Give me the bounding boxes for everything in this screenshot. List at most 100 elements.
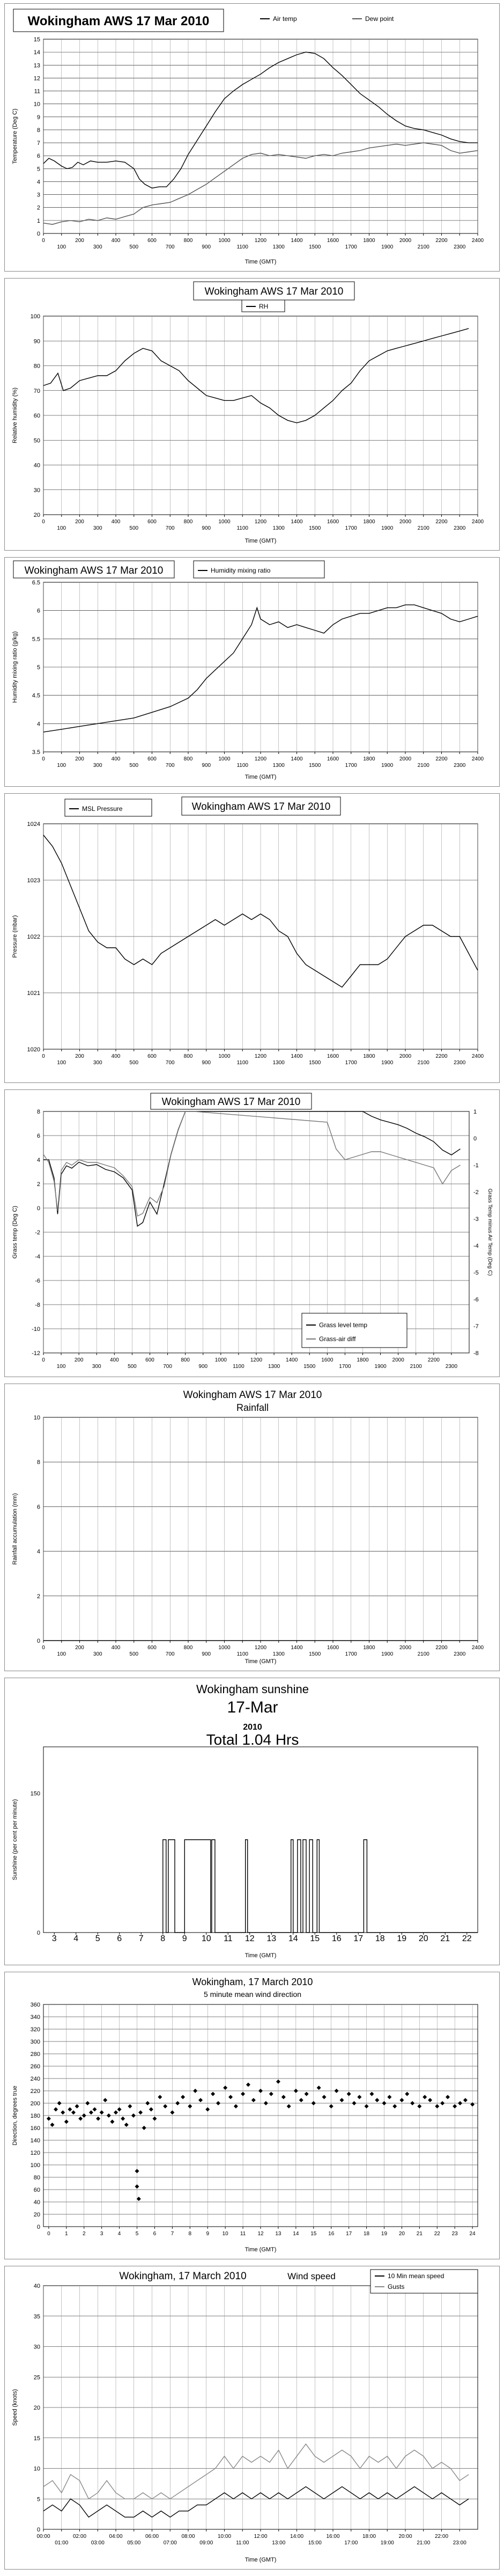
x-tick-label: 16:00	[326, 2534, 339, 2540]
x-tick-label: 10	[202, 1934, 211, 1943]
y-tick-label: 280	[31, 2051, 40, 2058]
x-tick-label: 19:00	[381, 2540, 394, 2546]
data-point	[61, 2110, 65, 2115]
x-tick-label: 17	[346, 2231, 352, 2237]
y-tick-label: 10	[34, 2466, 40, 2472]
y-tick-label: 20	[34, 2212, 40, 2218]
data-point	[198, 2098, 203, 2103]
y-tick-label: 1021	[27, 990, 40, 997]
x-tick-label: 400	[112, 756, 121, 762]
x-tick-label: 800	[184, 1645, 193, 1651]
data-point	[85, 2101, 90, 2105]
series-line	[43, 1111, 461, 1227]
y-right-axis-label: Grass Temp minus Air Temp (Deg C)	[487, 1189, 493, 1276]
x-tick-label: 15	[310, 2231, 317, 2237]
x-tick-label: 3	[52, 1934, 57, 1943]
x-tick-label: 2400	[472, 519, 484, 525]
x-tick-label: 400	[112, 1645, 121, 1651]
x-tick-label: 20:00	[398, 2534, 412, 2540]
y-right-tick-label: -2	[473, 1189, 479, 1196]
chart-panel: 20 30 40 50 60 70 80 90 100 0 100 200 300 400 500 600 70…	[4, 278, 500, 551]
x-tick-label: 1600	[327, 1053, 339, 1059]
y-tick-label: 70	[34, 388, 40, 394]
x-tick-label: 1700	[339, 1364, 351, 1370]
x-tick-label: 1100	[236, 525, 248, 531]
y-tick-label: 90	[34, 338, 40, 345]
data-point	[117, 2107, 122, 2112]
data-point	[68, 2107, 72, 2112]
chart-panel: 1020 1021 1022 1023 1024 0 100 200 300 400 500 600 7…	[4, 793, 500, 1083]
legend-box	[64, 799, 152, 817]
y-tick-label: 40	[34, 2283, 40, 2289]
x-tick-label: 15	[310, 1934, 320, 1943]
x-tick-label: 08:00	[181, 2534, 195, 2540]
series-line	[43, 604, 478, 733]
y-tick-label: 100	[31, 2162, 40, 2169]
x-tick-label: 22	[462, 1934, 472, 1943]
data-point	[92, 2107, 97, 2112]
x-tick-label: 0	[42, 756, 45, 762]
x-tick-label: 1500	[309, 1060, 321, 1066]
x-tick-label: 900	[202, 1060, 211, 1066]
chart-svg: 1020 1021 1022 1023 1024 0 100 200 300 400 500 600 7…	[12, 796, 484, 1066]
y-tick-label: 15	[34, 36, 40, 43]
x-tick-label: 1000	[218, 1053, 231, 1059]
x-tick-label: 1800	[363, 238, 375, 244]
legend-label: Grass level temp	[319, 1321, 367, 1329]
x-tick-label: 200	[75, 1053, 84, 1059]
x-tick-label: 700	[166, 763, 175, 769]
series-line	[43, 2486, 469, 2518]
data-point	[193, 2089, 198, 2093]
y-tick-label: 11	[34, 89, 40, 95]
x-tick-label: 1200	[255, 756, 267, 762]
y-tick-label: 1020	[27, 1046, 40, 1053]
x-tick-label: 2400	[472, 238, 484, 244]
y-tick-label: 0	[37, 1638, 40, 1644]
x-tick-label: 100	[57, 763, 66, 769]
data-point	[99, 2110, 104, 2115]
x-tick-label: 03:00	[91, 2540, 105, 2546]
x-tick-label: 800	[184, 238, 193, 244]
x-tick-label: 1100	[236, 1651, 248, 1657]
y-tick-label: 25	[34, 2374, 40, 2381]
y-tick-label: 220	[31, 2088, 40, 2095]
title-box	[150, 1093, 312, 1110]
y-tick-label: -2	[35, 1230, 40, 1236]
x-tick-label: 200	[75, 756, 84, 762]
y-tick-label: 6	[37, 153, 40, 159]
y-tick-label: 320	[31, 2026, 40, 2033]
chart-svg: 0 5 10 15 20 25 30 35 40 00:00 01:00 02:00 03:00 04:0…	[12, 2269, 478, 2563]
y-right-tick-label: -4	[473, 1243, 479, 1249]
x-tick-label: 4	[118, 2231, 121, 2237]
x-tick-label: 200	[75, 519, 84, 525]
x-tick-label: 2000	[399, 238, 412, 244]
x-tick-label: 2100	[418, 525, 430, 531]
x-tick-label: 11:00	[236, 2540, 249, 2546]
y-tick-label: 20	[34, 512, 40, 518]
data-point	[382, 2101, 387, 2105]
chart-svg: 0246810010020030040050060070080090010001…	[12, 1389, 484, 1665]
y-tick-label: 5	[37, 166, 40, 172]
y-tick-label: 7	[37, 140, 40, 147]
data-point	[435, 2104, 440, 2109]
legend-label: RH	[259, 303, 268, 310]
y-right-tick-label: -1	[473, 1162, 479, 1169]
x-tick-label: 2400	[472, 1645, 484, 1651]
chart-svg: 0204060801001201401601802002202402602803…	[12, 1977, 478, 2253]
x-tick-label: 1200	[250, 1357, 263, 1363]
series-line	[43, 835, 478, 988]
x-tick-label: 100	[57, 1060, 66, 1066]
data-point	[364, 2104, 369, 2109]
y-tick-label: 10	[34, 101, 40, 108]
x-tick-label: 1100	[236, 1060, 248, 1066]
y-right-tick-label: 0	[473, 1136, 477, 1142]
chart-svg: -12-10-8-6-4-202468010020030040050060070…	[12, 1093, 493, 1370]
x-tick-label: 01:00	[55, 2540, 68, 2546]
x-tick-label: 100	[57, 1364, 66, 1370]
y-tick-label: 6	[37, 1133, 40, 1139]
chart-panel: 0 2 4 6 8 10 0 100 200 300 400 500 600 700 800 900 1000 1…	[4, 1384, 500, 1671]
x-tick-label: 1700	[345, 525, 358, 531]
x-tick-label: 800	[184, 756, 193, 762]
y-tick-label: 20	[34, 2405, 40, 2411]
x-tick-label: 8	[189, 2231, 192, 2237]
